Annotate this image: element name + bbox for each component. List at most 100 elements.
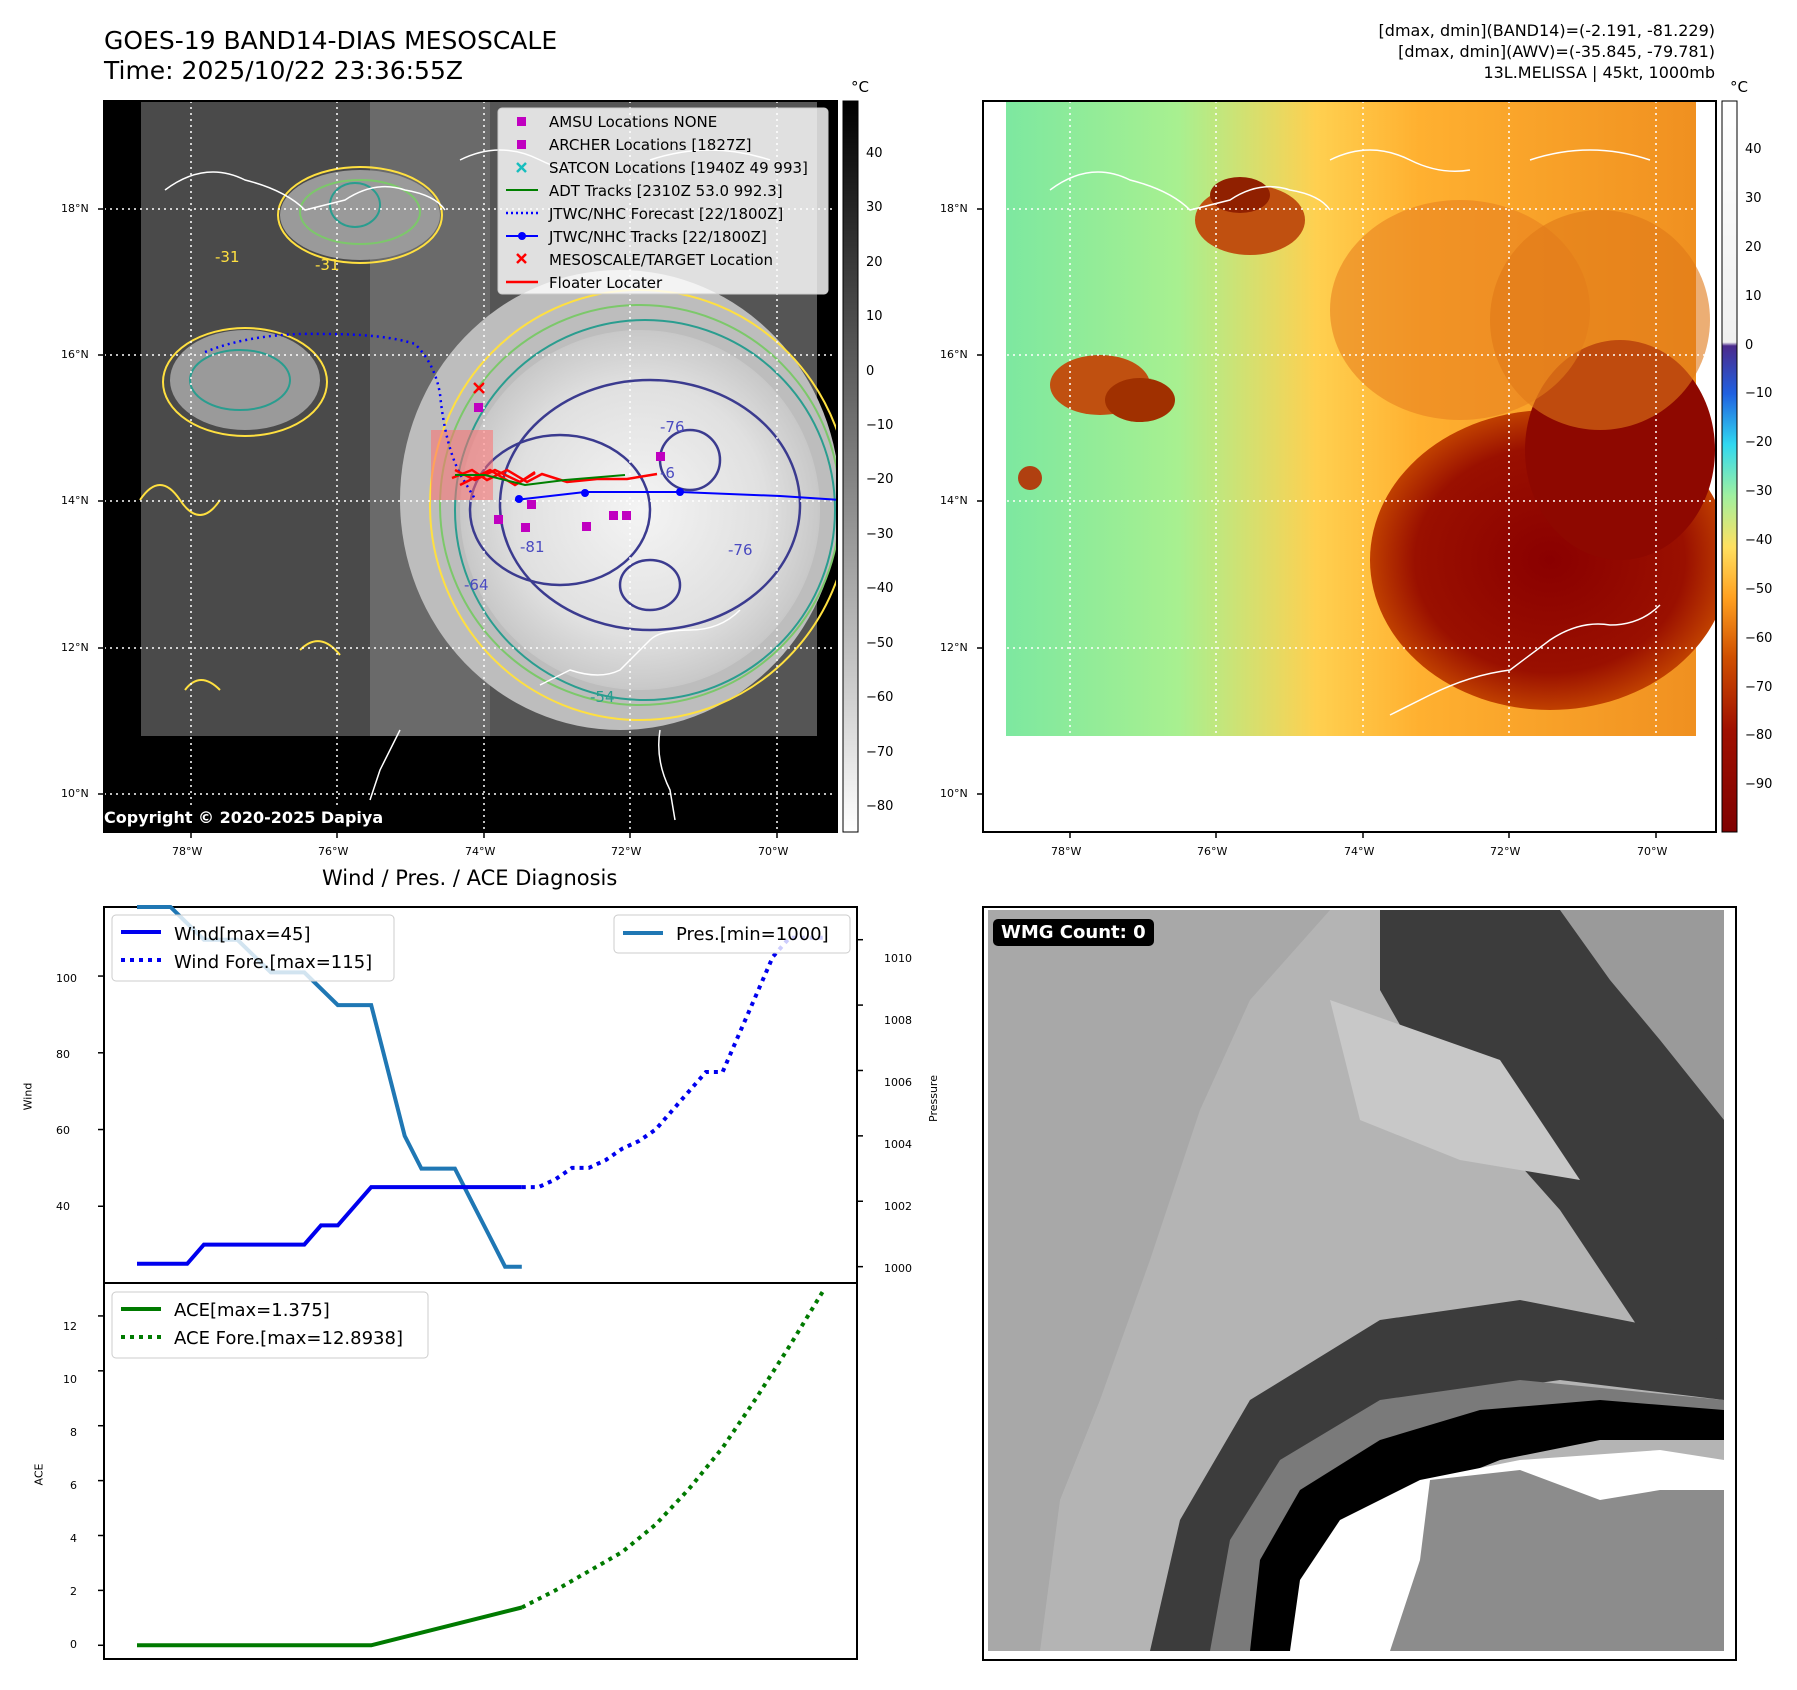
legend-label: JTWC/NHC Tracks [22/1800Z] <box>548 228 767 246</box>
colorbar-gray <box>842 100 859 833</box>
colorbar-tick: 10 <box>1745 289 1762 304</box>
colorbar-unit: °C <box>851 78 869 96</box>
colorbar-tick: −40 <box>1745 533 1773 548</box>
contour-label: -6 <box>660 464 675 482</box>
wind-tick: 40 <box>56 1200 70 1213</box>
colorbar-tick: 20 <box>866 255 883 270</box>
contour-label: -31 <box>315 256 340 274</box>
contour-label: -76 <box>728 541 753 559</box>
copyright: Copyright © 2020-2025 Dapiya <box>104 808 384 827</box>
wind-tick: 60 <box>56 1124 70 1137</box>
colorbar-tick: 20 <box>1745 240 1762 255</box>
colorbar-unit: °C <box>1730 78 1748 96</box>
colorbar-tick: 0 <box>1745 338 1754 353</box>
legend-ace-fore-label: ACE Fore.[max=12.8938] <box>174 1328 403 1349</box>
colorbar-tick: −40 <box>866 581 894 596</box>
wind-tick: 100 <box>56 972 77 985</box>
lon-tick: 70°W <box>1637 845 1668 858</box>
lat-tick: 18°N <box>940 202 968 215</box>
colorbar-tick: −20 <box>1745 435 1773 450</box>
lon-tick: 76°W <box>1197 845 1228 858</box>
contour-label: -81 <box>520 538 545 556</box>
pressure-tick: 1002 <box>884 1200 912 1213</box>
contour-label: -64 <box>464 576 489 594</box>
lat-tick: 10°N <box>61 787 89 800</box>
legend-marker-satcon <box>516 162 527 173</box>
legend-wind-label: Wind[max=45] <box>174 924 311 945</box>
lon-tick: 72°W <box>611 845 642 858</box>
contour-label: -54 <box>590 688 615 706</box>
lat-tick: 18°N <box>61 202 89 215</box>
lat-tick: 16°N <box>61 348 89 361</box>
colorbar-color <box>1721 100 1738 833</box>
colorbar-tick: −90 <box>1745 777 1773 792</box>
pressure-tick: 1006 <box>884 1076 912 1089</box>
wmg-count-badge: WMG Count: 0 <box>993 919 1154 946</box>
pressure-tick: 1000 <box>884 1262 912 1275</box>
colorbar-tick: 40 <box>866 146 883 161</box>
legend-label: ARCHER Locations [1827Z] <box>549 136 752 154</box>
lon-tick: 78°W <box>1051 845 1082 858</box>
legend-marker-archer <box>517 140 526 149</box>
colorbar-tick: −80 <box>866 799 894 814</box>
colorbar-tick: −60 <box>866 690 894 705</box>
ace-forecast-line <box>520 1290 825 1610</box>
lon-tick: 78°W <box>172 845 203 858</box>
figure-time: Time: 2025/10/22 23:36:55Z <box>104 56 463 85</box>
colorbar-tick: −10 <box>866 418 894 433</box>
pressure-tick: 1010 <box>884 952 912 965</box>
legend-label: SATCON Locations [1940Z 49 993] <box>549 159 808 177</box>
colorbar-tick: 30 <box>1745 191 1762 206</box>
ir-map-panel: -76 -81 -76 -64 -54 -31 -31 -6 <box>103 100 838 833</box>
legend-marker-tracks <box>506 232 538 240</box>
colorbar-tick: 30 <box>866 200 883 215</box>
lat-tick: 10°N <box>940 787 968 800</box>
lon-tick: 70°W <box>758 845 789 858</box>
ace-tick: 0 <box>70 1638 77 1651</box>
awv-map-panel <box>982 100 1717 833</box>
colorbar-tick: −70 <box>1745 680 1773 695</box>
stats-awv: [dmax, dmin](AWV)=(-35.845, -79.781) <box>1398 42 1715 61</box>
colorbar-tick: −70 <box>866 745 894 760</box>
colorbar-tick: −30 <box>866 527 894 542</box>
colorbar-tick: −60 <box>1745 631 1773 646</box>
legend-marker-target <box>516 253 527 264</box>
colorbar-tick: −50 <box>866 636 894 651</box>
lon-tick: 74°W <box>465 845 496 858</box>
pressure-tick: 1008 <box>884 1014 912 1027</box>
lat-tick: 12°N <box>940 641 968 654</box>
colorbar-tick: 10 <box>866 309 883 324</box>
lat-tick: 12°N <box>61 641 89 654</box>
ace-tick: 4 <box>70 1532 77 1545</box>
wind-tick: 80 <box>56 1048 70 1061</box>
pressure-tick: 1004 <box>884 1138 912 1151</box>
wind-forecast-line <box>521 935 823 1190</box>
wind-series-line <box>137 1185 522 1266</box>
contour-label: -76 <box>660 418 685 436</box>
ace-tick: 12 <box>63 1320 77 1333</box>
legend-label: ADT Tracks [2310Z 53.0 992.3] <box>549 182 783 200</box>
colorbar-tick: −80 <box>1745 728 1773 743</box>
stats-band14: [dmax, dmin](BAND14)=(-2.191, -81.229) <box>1378 21 1715 40</box>
lon-tick: 76°W <box>318 845 349 858</box>
contour-label: -31 <box>215 248 240 266</box>
ace-axis-label: ACE <box>32 1463 46 1486</box>
legend-pres-label: Pres.[min=1000] <box>676 924 829 945</box>
lon-tick: 74°W <box>1344 845 1375 858</box>
colorbar-tick: −30 <box>1745 484 1773 499</box>
lat-tick: 14°N <box>940 494 968 507</box>
legend-ace-label: ACE[max=1.375] <box>174 1300 330 1321</box>
colorbar-tick: 0 <box>866 364 875 379</box>
figure-title: GOES-19 BAND14-DIAS MESOSCALE <box>104 26 558 55</box>
storm-info: 13L.MELISSA | 45kt, 1000mb <box>1483 63 1715 82</box>
lat-tick: 16°N <box>940 348 968 361</box>
wind-pressure-chart: Wind[max=45] Wind Fore.[max=115] Pres.[m… <box>98 905 863 1284</box>
colorbar-tick: −10 <box>1745 386 1773 401</box>
diagnosis-title: Wind / Pres. / ACE Diagnosis <box>322 866 618 890</box>
legend-label: JTWC/NHC Forecast [22/1800Z] <box>548 205 783 223</box>
ace-series-line <box>137 1605 523 1648</box>
lat-tick: 14°N <box>61 494 89 507</box>
colorbar-tick: −50 <box>1745 582 1773 597</box>
colorbar-tick: 40 <box>1745 142 1762 157</box>
